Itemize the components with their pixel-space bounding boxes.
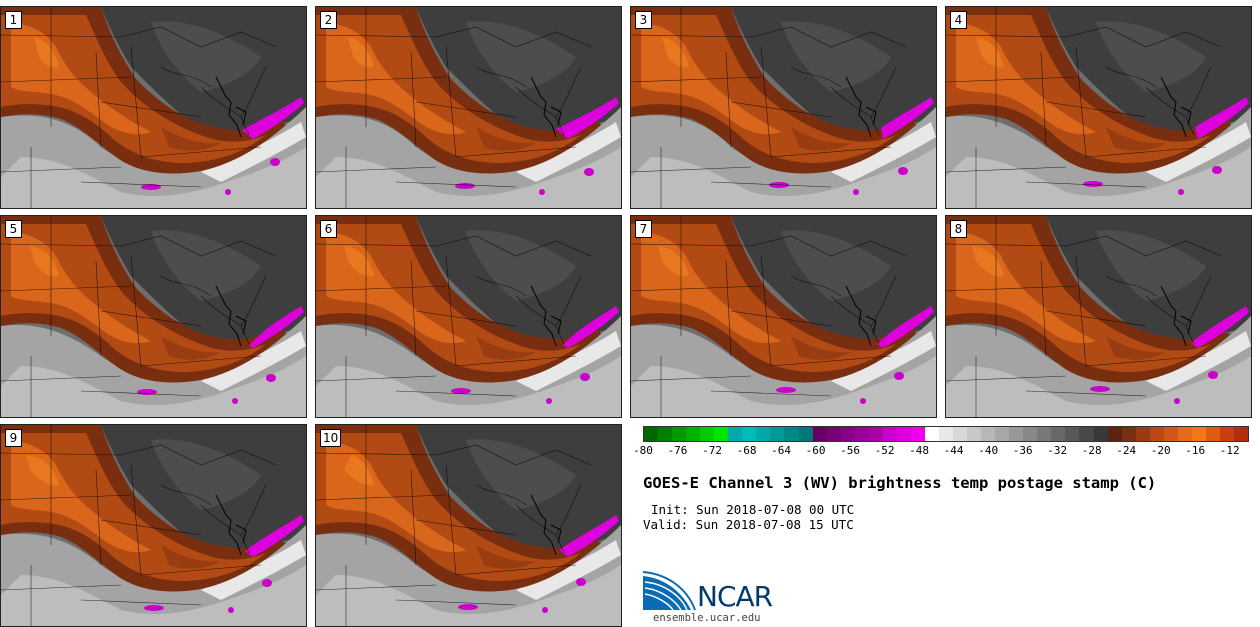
colorbar-swatch (728, 427, 743, 441)
colorbar-swatch (868, 427, 883, 441)
colorbar-swatch (714, 427, 729, 441)
panel-number: 2 (320, 11, 337, 29)
colorbar-swatch (826, 427, 841, 441)
colorbar-tick-label: -52 (874, 444, 895, 457)
map-panel-4: 4 (945, 6, 1252, 209)
colorbar-swatch (812, 427, 827, 441)
water-vapor-map (1, 216, 306, 417)
colorbar-tick-label: -36 (1012, 444, 1033, 457)
colorbar-swatch (1135, 427, 1150, 441)
colorbar-tick-label: -24 (1116, 444, 1137, 457)
water-vapor-map (946, 216, 1251, 417)
panel-number: 5 (5, 220, 22, 238)
colorbar-swatch (1023, 427, 1038, 441)
water-vapor-map (1, 425, 306, 626)
colorbar-tick-label: -16 (1185, 444, 1206, 457)
colorbar-swatch (798, 427, 813, 441)
colorbar-tick-label: -80 (633, 444, 653, 457)
colorbar-swatch (1163, 427, 1178, 441)
water-vapor-map (946, 7, 1251, 208)
colorbar-swatch (882, 427, 897, 441)
colorbar-tick-label: -12 (1219, 444, 1240, 457)
water-vapor-map (631, 216, 936, 417)
colorbar-tick-label: -44 (943, 444, 964, 457)
colorbar-swatch (840, 427, 855, 441)
colorbar-swatch (1121, 427, 1136, 441)
colorbar-swatch (924, 427, 939, 441)
colorbar-tick-label: -32 (1047, 444, 1068, 457)
colorbar-swatch (742, 427, 757, 441)
colorbar-swatch (854, 427, 869, 441)
colorbar-swatch (1233, 427, 1249, 441)
colorbar-swatch (1149, 427, 1164, 441)
panel-number: 4 (950, 11, 967, 29)
colorbar-swatch (658, 427, 673, 441)
colorbar-swatch (686, 427, 701, 441)
colorbar-tick-label: -64 (771, 444, 791, 457)
colorbar-tick-label: -28 (1081, 444, 1102, 457)
ncar-logo-icon (643, 571, 696, 611)
panel-number: 8 (950, 220, 967, 238)
colorbar-swatch (896, 427, 911, 441)
water-vapor-map (316, 216, 621, 417)
colorbar-swatch (1191, 427, 1206, 441)
panel-number: 10 (320, 429, 342, 447)
colorbar-tick-label: -40 (978, 444, 999, 457)
colorbar-ticks: -80 -76 -72 -68 -64 -60 -56 -52 -48 -44 -40 -36 -32-… (633, 444, 1247, 458)
map-panel-10: 10 (315, 424, 622, 627)
colorbar-swatch (756, 427, 771, 441)
colorbar-tick-label: -20 (1150, 444, 1171, 457)
map-panel-1: 1 (0, 6, 307, 209)
map-panel-2: 2 (315, 6, 622, 209)
map-panel-8: 8 (945, 215, 1252, 418)
water-vapor-map (316, 7, 621, 208)
valid-time: Valid: Sun 2018-07-08 15 UTC (643, 517, 854, 532)
water-vapor-map (316, 425, 621, 626)
water-vapor-map (1, 7, 306, 208)
colorbar (643, 426, 1249, 442)
colorbar-swatch (784, 427, 799, 441)
colorbar-swatch (910, 427, 925, 441)
colorbar-swatch (1037, 427, 1052, 441)
map-panel-6: 6 (315, 215, 622, 418)
colorbar-swatch (1205, 427, 1220, 441)
colorbar-swatch (1093, 427, 1108, 441)
panel-number: 3 (635, 11, 652, 29)
ncar-logo-text: NCAR (697, 580, 773, 613)
colorbar-tick-label: -48 (909, 444, 930, 457)
panel-number: 1 (5, 11, 22, 29)
colorbar-tick-label: -68 (736, 444, 757, 457)
panel-number: 7 (635, 220, 652, 238)
colorbar-swatch (953, 427, 968, 441)
water-vapor-map (631, 7, 936, 208)
colorbar-tick-label: -56 (840, 444, 861, 457)
colorbar-tick-label: -72 (702, 444, 722, 457)
colorbar-swatch (981, 427, 996, 441)
map-panel-7: 7 (630, 215, 937, 418)
figure-title: GOES-E Channel 3 (WV) brightness temp po… (643, 474, 1157, 492)
panel-number: 6 (320, 220, 337, 238)
colorbar-swatch (967, 427, 982, 441)
colorbar-swatch (1051, 427, 1066, 441)
colorbar-swatch (1009, 427, 1024, 441)
colorbar-swatch (1107, 427, 1122, 441)
site-url: ensemble.ucar.edu (653, 612, 761, 624)
colorbar-swatch (1079, 427, 1094, 441)
map-panel-5: 5 (0, 215, 307, 418)
panel-number: 9 (5, 429, 22, 447)
colorbar-swatch (700, 427, 715, 441)
map-panel-9: 9 (0, 424, 307, 627)
colorbar-tick-label: -76 (667, 444, 688, 457)
map-panel-3: 3 (630, 6, 937, 209)
colorbar-swatch (938, 427, 954, 441)
colorbar-swatch (1065, 427, 1080, 441)
colorbar-swatch (1177, 427, 1192, 441)
colorbar-swatch (995, 427, 1010, 441)
colorbar-swatch (672, 427, 687, 441)
colorbar-swatch (770, 427, 785, 441)
colorbar-swatch (1219, 427, 1234, 441)
init-time: Init: Sun 2018-07-08 00 UTC (651, 502, 855, 517)
colorbar-swatch (644, 427, 659, 441)
colorbar-tick-label: -60 (805, 444, 826, 457)
